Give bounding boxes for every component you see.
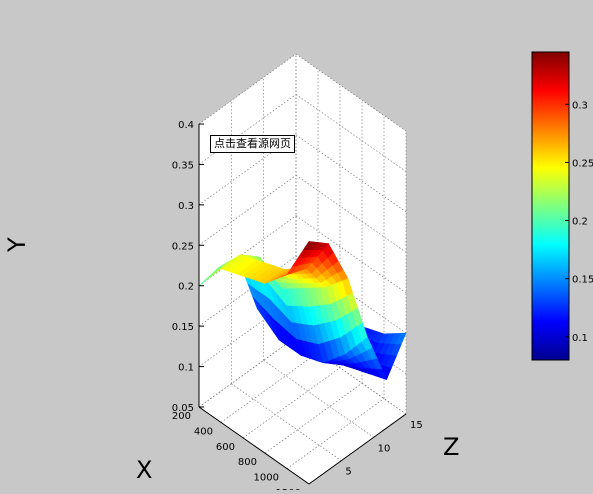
x-axis-title: X — [136, 456, 152, 484]
y-tick-label: 0.3 — [178, 201, 194, 212]
x-tick-label: 400 — [194, 426, 213, 437]
grid-y-right — [295, 53, 407, 132]
axes — [198, 124, 407, 485]
grid-z-floor — [263, 360, 374, 438]
colorbar-tick-label: 0.25 — [572, 158, 593, 169]
colorbar-tick-label: 0.1 — [572, 333, 588, 344]
grid-y-left — [198, 175, 297, 246]
y-tick-label: 0.35 — [172, 160, 194, 171]
z-tick-label: 15 — [410, 420, 423, 431]
grid-y-right — [295, 215, 407, 294]
grid-y-left — [198, 296, 297, 367]
colorbar-tick-label: 0.15 — [572, 275, 593, 286]
y-tick-label: 0.05 — [172, 403, 194, 414]
colorbar-tick-label: 0.2 — [572, 217, 588, 228]
grid-y-left — [198, 255, 297, 327]
view-source-tooltip[interactable]: 点击查看源网页 — [210, 135, 295, 153]
x-axis-line — [198, 406, 310, 485]
surface-mesh — [198, 241, 407, 380]
surface-patch — [302, 241, 315, 250]
grid-y-left — [198, 53, 297, 125]
colorbar-ticks: 0.1 0.15 0.2 0.25 0.3 — [565, 100, 593, 344]
grid-x-floor — [264, 382, 363, 454]
x-tick-label: 600 — [216, 442, 235, 453]
colorbar: 0.1 0.15 0.2 0.25 0.3 — [531, 51, 593, 361]
tick-labels: 0.05 0.1 0.15 0.2 0.25 0.3 0.35 0.4 200400600800… — [172, 120, 423, 494]
colorbar-tick-label: 0.3 — [572, 100, 588, 111]
grid-y-left — [198, 94, 297, 165]
grid-y-right — [295, 134, 407, 213]
grid-y-left — [198, 215, 297, 286]
y-tick-label: 0.4 — [178, 120, 194, 131]
x-tick-label: 1000 — [254, 473, 279, 484]
colorbar-gradient — [531, 51, 570, 361]
y-tick-label: 0.25 — [172, 241, 194, 252]
grid-x-floor — [220, 352, 319, 423]
grid-x-floor — [286, 398, 385, 469]
grid-y-right — [295, 174, 407, 253]
z-axis-line — [308, 413, 407, 485]
z-axis-title: Z — [443, 433, 459, 461]
grid-y-right — [295, 94, 407, 172]
y-tick-label: 0.15 — [172, 322, 194, 333]
grid-y-left — [198, 134, 297, 206]
grid-x-floor — [198, 336, 297, 408]
x-tick-label: 200 — [172, 411, 191, 422]
y-axis-title: Y — [3, 237, 31, 253]
z-tick-label: 10 — [378, 443, 391, 454]
z-tick-label: 5 — [345, 467, 351, 478]
y-tick-label: 0.2 — [178, 282, 194, 293]
x-tick-label: 800 — [238, 457, 257, 468]
grid-x-floor — [242, 367, 341, 439]
wall-floor — [199, 337, 406, 484]
grid-z-floor — [231, 383, 342, 461]
y-tick-label: 0.1 — [178, 363, 194, 374]
